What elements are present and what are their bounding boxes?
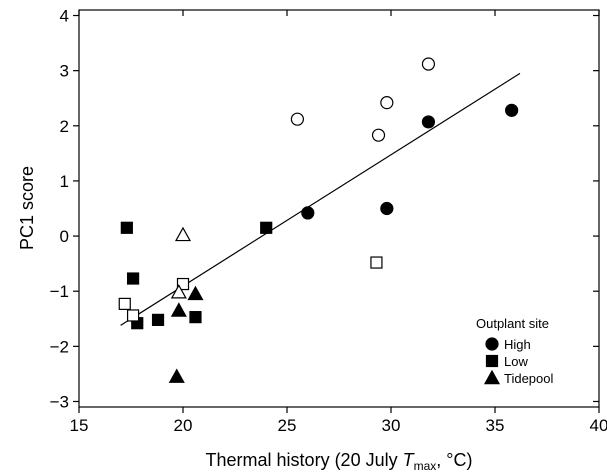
data-point-square (370, 256, 383, 269)
data-point-triangle (170, 284, 187, 299)
data-point-circle (371, 128, 386, 142)
data-point-circle (290, 112, 304, 126)
data-point-triangle (168, 368, 185, 383)
data-point-circle (301, 206, 315, 220)
data-markers (118, 57, 519, 383)
data-point-square (126, 272, 140, 285)
y-axis-ticks: −3 −2 −1 0 1 2 3 4 (50, 7, 599, 411)
data-point-circle (421, 115, 436, 129)
data-point-circle (421, 57, 436, 71)
data-point-triangle (187, 285, 204, 301)
plot-frame (78, 9, 600, 408)
data-point-square (176, 277, 190, 291)
data-point-circle (505, 103, 519, 117)
legend-marker-circle (485, 337, 499, 351)
data-point-square (118, 297, 131, 310)
data-point-triangle (170, 302, 187, 317)
legend-label: High (504, 337, 531, 352)
x-axis-label: Thermal history (20 July Tmax, °C) (206, 450, 473, 473)
legend: Outplant site High Low Tidepool (476, 316, 553, 386)
data-point-circle (380, 201, 394, 216)
x-tick-label: 15 (70, 416, 89, 435)
x-tick-label: 25 (278, 416, 297, 435)
y-tick-label: 1 (60, 172, 69, 191)
y-tick-label: 0 (60, 227, 69, 246)
data-point-square (126, 309, 140, 322)
y-axis-label: PC1 score (17, 166, 37, 250)
legend-marker-square (485, 354, 499, 368)
data-point-square (151, 313, 165, 326)
data-point-square (120, 221, 133, 234)
data-point-circle (380, 96, 394, 110)
legend-label: Tidepool (504, 371, 553, 386)
x-tick-label: 35 (486, 416, 505, 435)
x-tick-label: 30 (382, 416, 401, 435)
legend-label: Low (504, 354, 528, 369)
legend-marker-triangle (483, 369, 501, 385)
data-point-triangle (174, 226, 192, 242)
x-axis-ticks: 15 20 25 30 35 40 (70, 10, 607, 435)
x-tick-label: 20 (174, 416, 193, 435)
legend-title: Outplant site (476, 316, 549, 331)
y-tick-label: −1 (50, 282, 69, 301)
data-point-square (260, 221, 273, 234)
y-tick-label: 2 (60, 117, 69, 136)
x-tick-label: 40 (590, 416, 607, 435)
y-tick-label: 4 (60, 7, 69, 26)
data-point-square (189, 311, 202, 324)
y-tick-label: −2 (50, 337, 69, 356)
legend-entries: High Low Tidepool (483, 337, 553, 386)
y-tick-label: 3 (60, 62, 69, 81)
y-tick-label: −3 (50, 392, 69, 411)
